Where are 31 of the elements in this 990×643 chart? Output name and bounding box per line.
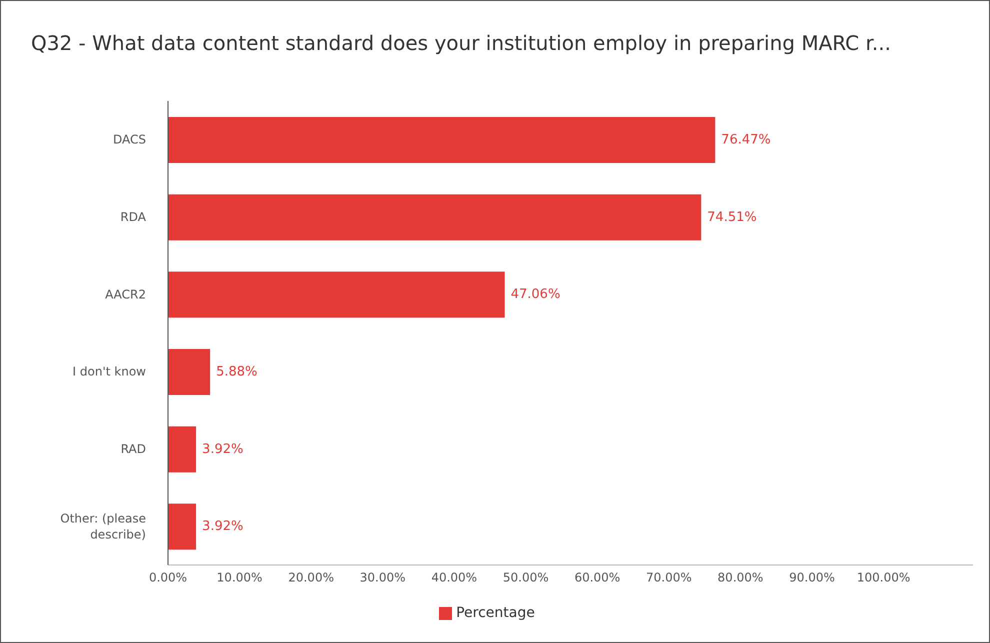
text: 5.88%: [216, 364, 258, 380]
y-tick-label: RDA: [120, 210, 147, 224]
x-tick-label: 20.00%: [288, 570, 334, 585]
y-tick-label: DACS: [112, 132, 146, 147]
y-tick-label: RAD: [120, 442, 146, 456]
x-tick-label: 10.00%: [216, 570, 262, 585]
x-tick-label: 40.00%: [431, 570, 478, 585]
bar: [168, 504, 196, 550]
bar: [168, 194, 702, 240]
x-tick-label: 80.00%: [718, 570, 764, 585]
bar: [168, 426, 196, 472]
x-tick-label: 60.00%: [574, 570, 620, 585]
text: 3.92%: [202, 442, 244, 457]
bar: [168, 349, 210, 395]
y-tick-label: I don't know: [72, 364, 146, 379]
chart-title: Q32 - What data content standard does your institution employ in preparing MARC r...: [31, 31, 891, 55]
x-tick-label: 90.00%: [789, 570, 835, 585]
x-tick-label: 50.00%: [502, 570, 549, 585]
text: 47.06%: [510, 287, 560, 302]
legend-label: Percentage: [456, 605, 535, 621]
x-tick-label: 100.00%: [856, 570, 910, 585]
y-tick-label: AACR2: [105, 287, 146, 302]
text: 76.47%: [721, 132, 771, 148]
x-tick-label: 30.00%: [360, 570, 406, 585]
bar: [168, 117, 716, 163]
text: 74.51%: [707, 210, 757, 225]
y-tick-label: Other: (please describe): [60, 511, 146, 542]
bar: [168, 272, 505, 318]
x-tick-label: 70.00%: [646, 570, 692, 585]
x-tick-label: 0.00%: [148, 570, 188, 585]
text: 3.92%: [202, 519, 244, 534]
